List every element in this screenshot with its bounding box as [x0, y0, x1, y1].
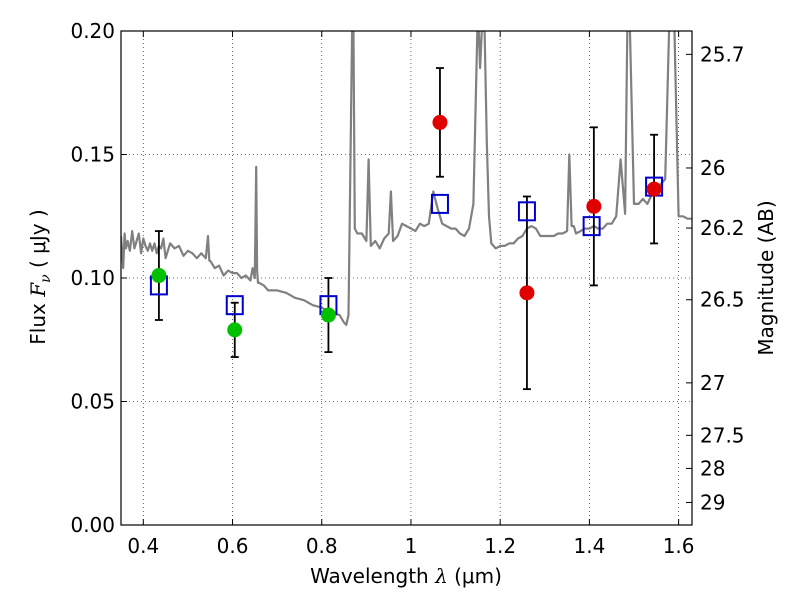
- optical-data-point: [227, 322, 243, 338]
- y-tick-label: 0.00: [70, 513, 115, 537]
- model-flux-square: [225, 295, 244, 316]
- x-axis-label-symbol: λ: [434, 564, 448, 588]
- optical-data-point: [320, 307, 336, 323]
- y-tick-label: 0.05: [70, 390, 115, 414]
- model-flux-square: [517, 201, 536, 222]
- y-axis-label-symbol: F: [26, 282, 50, 298]
- model-spectrum-line: [121, 31, 692, 326]
- optical-data-point: [151, 268, 167, 284]
- y2-tick-label: 25.7: [700, 42, 745, 66]
- y2-axis-label: Magnitude (AB): [754, 200, 778, 355]
- axis-ticks: [121, 30, 692, 526]
- y2-tick-label: 27.5: [700, 423, 745, 447]
- marker-layer: [149, 114, 664, 338]
- y2-tick-label: 26: [700, 156, 725, 180]
- model-flux-square: [430, 193, 449, 214]
- x-tick-label: 0.6: [217, 534, 249, 558]
- x-tick-label: 1.4: [573, 534, 605, 558]
- x-axis-label-text: Wavelength: [310, 564, 435, 588]
- nir-data-point: [432, 114, 448, 130]
- y-tick-label: 0.10: [70, 266, 115, 290]
- x-tick-label: 1.2: [484, 534, 516, 558]
- y2-tick-label: 29: [700, 490, 725, 514]
- model-flux-square: [582, 216, 601, 237]
- y2-tick-label: 26.5: [700, 288, 745, 312]
- x-tick-label: 0.4: [127, 534, 159, 558]
- y2-tick-label: 28: [700, 456, 725, 480]
- y-axis-label: Flux Fν ( μJy ): [26, 209, 54, 344]
- y2-tick-label: 26.2: [700, 216, 745, 240]
- nir-data-point: [646, 181, 662, 197]
- model-spectrum-layer: [121, 31, 692, 326]
- nir-data-point: [586, 198, 602, 214]
- nir-data-point: [519, 285, 535, 301]
- tick-labels: 0.4 0.6 0.8 1 1.2 1.4 1.6 0.00 0.05 0.10 0.15 0.20 2…: [70, 19, 744, 558]
- x-axis-label-unit: (μm): [448, 564, 502, 588]
- x-tick-label: 1.6: [663, 534, 695, 558]
- y-axis-label-unit: ( μJy ): [26, 209, 50, 274]
- x-tick-label: 0.8: [306, 534, 338, 558]
- y-tick-label: 0.20: [70, 19, 115, 43]
- x-axis-label: Wavelength λ (μm): [310, 564, 502, 588]
- x-tick-label: 1: [405, 534, 418, 558]
- y2-tick-label: 27: [700, 371, 725, 395]
- y-axis-label-text: Flux: [26, 297, 50, 345]
- y-axis-label-subscript: ν: [38, 274, 54, 283]
- y-tick-label: 0.15: [70, 143, 115, 167]
